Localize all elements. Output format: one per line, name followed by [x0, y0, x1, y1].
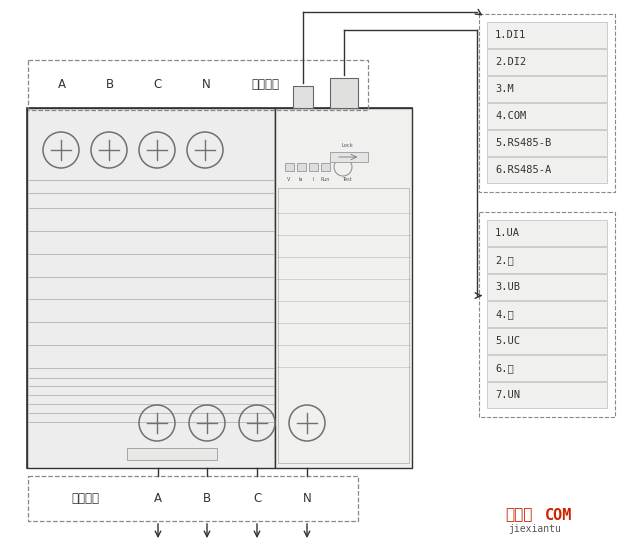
Bar	[479, 14, 615, 192]
Bar	[275, 108, 412, 468]
Bar	[487, 355, 607, 381]
Text: 三相四线: 三相四线	[251, 79, 279, 92]
Text: 7.UN: 7.UN	[495, 390, 520, 400]
Text: 2.DI2: 2.DI2	[495, 57, 526, 67]
Bar	[487, 49, 607, 75]
Bar	[297, 163, 306, 171]
Text: Run: Run	[321, 177, 330, 182]
Text: B: B	[106, 79, 114, 92]
Text: jiexiantu: jiexiantu	[508, 524, 561, 534]
Bar	[487, 301, 607, 327]
Text: 5.UC: 5.UC	[495, 336, 520, 346]
Text: A: A	[154, 491, 162, 505]
Bar	[28, 476, 358, 521]
Text: 接线图: 接线图	[505, 507, 532, 523]
Text: 6.RS485-A: 6.RS485-A	[495, 165, 551, 175]
Bar	[293, 86, 313, 108]
Text: Ia: Ia	[299, 177, 303, 182]
Bar	[28, 60, 368, 110]
Text: N: N	[202, 79, 211, 92]
Bar	[127, 448, 217, 460]
Text: Lock: Lock	[341, 143, 353, 148]
Bar	[27, 108, 412, 468]
Text: N: N	[302, 491, 311, 505]
Text: 4.COM: 4.COM	[495, 111, 526, 121]
Bar	[321, 163, 330, 171]
Bar	[487, 76, 607, 102]
Text: C: C	[154, 79, 162, 92]
Text: 4.空: 4.空	[495, 309, 514, 319]
Text: 1.DI1: 1.DI1	[495, 30, 526, 40]
Text: A: A	[58, 79, 66, 92]
Bar	[487, 22, 607, 48]
Text: 3.UB: 3.UB	[495, 282, 520, 292]
Text: 3.M: 3.M	[495, 84, 514, 94]
Bar	[487, 274, 607, 300]
Text: Test: Test	[342, 177, 352, 182]
Text: C: C	[253, 491, 261, 505]
Bar	[487, 157, 607, 183]
Bar	[487, 382, 607, 408]
Bar	[487, 103, 607, 129]
Bar	[487, 328, 607, 354]
Bar	[309, 163, 318, 171]
Text: I: I	[312, 177, 314, 182]
Bar	[278, 188, 409, 463]
Bar	[487, 220, 607, 246]
Text: 6.空: 6.空	[495, 363, 514, 373]
Bar	[487, 247, 607, 273]
Text: V: V	[288, 177, 291, 182]
Bar	[330, 78, 358, 108]
Bar	[27, 108, 275, 468]
Text: 三相四线: 三相四线	[71, 491, 99, 505]
Bar	[330, 152, 368, 162]
Text: 5.RS485-B: 5.RS485-B	[495, 138, 551, 148]
Text: 2.空: 2.空	[495, 255, 514, 265]
Text: B: B	[203, 491, 211, 505]
Text: COM: COM	[545, 507, 572, 523]
Bar	[487, 130, 607, 156]
Text: 1.UA: 1.UA	[495, 228, 520, 238]
Bar	[479, 212, 615, 417]
Bar	[285, 163, 294, 171]
